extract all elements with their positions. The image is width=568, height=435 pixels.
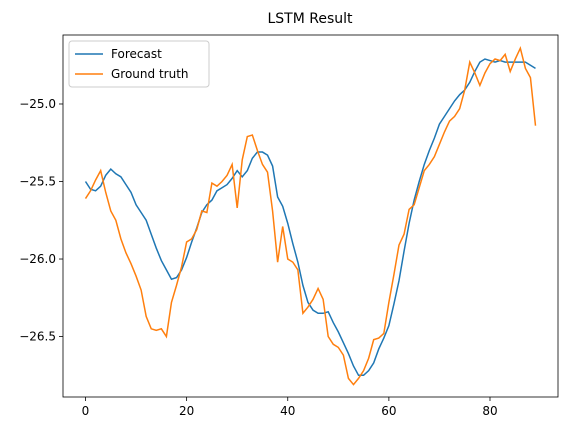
line (84, 58, 536, 377)
x-tick-label: 80 (482, 404, 497, 418)
line (84, 45, 537, 386)
x-tick-label: 0 (82, 404, 90, 418)
y-tick-label: −26.0 (19, 252, 56, 266)
y-tick-label: −25.5 (19, 175, 56, 189)
x-tick-label: 60 (381, 404, 396, 418)
x-tick-label: 40 (280, 404, 295, 418)
y-tick-label: −25.0 (19, 97, 56, 111)
plot-frame (62, 34, 559, 398)
legend-label: Ground truth (111, 67, 189, 81)
x-tick-label: 20 (179, 404, 194, 418)
legend-label: Forecast (111, 47, 162, 61)
legend-box (68, 40, 210, 88)
y-tick-label: −26.5 (19, 330, 56, 344)
chart-title: LSTM Result (267, 11, 353, 27)
